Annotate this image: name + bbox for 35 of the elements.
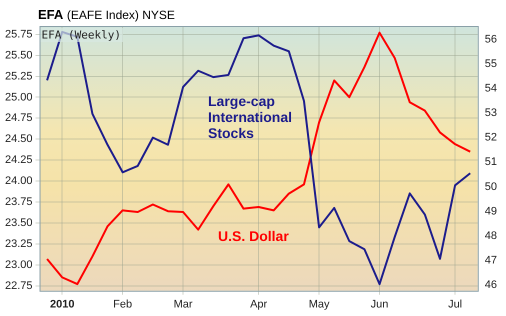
y-tick-label: 25.00 <box>4 91 33 104</box>
y2-tick-label: 51 <box>484 156 498 168</box>
y-tick-label: 25.50 <box>4 49 33 62</box>
x-tick-label: Apr <box>250 298 268 310</box>
chart-title: EFA (EAFE Index) NYSE <box>38 7 175 22</box>
x-tick-label: Feb <box>113 298 132 310</box>
y2-tick-label: 50 <box>484 180 498 193</box>
y-tick-label: 23.50 <box>4 216 33 229</box>
y-tick-label: 25.75 <box>4 28 33 40</box>
x-tick-label: 2010 <box>50 298 74 310</box>
y2-tick-label: 55 <box>484 58 498 70</box>
series-label: U.S. Dollar <box>218 228 290 244</box>
y2-tick-label: 49 <box>484 205 498 218</box>
y2-tick-label: 47 <box>484 254 498 267</box>
y-tick-label: 23.25 <box>4 238 33 250</box>
y-tick-label: 22.75 <box>4 280 33 292</box>
y-tick-label: 23.00 <box>4 258 33 271</box>
y-tick-label: 23.75 <box>4 196 33 208</box>
y2-tick-label: 56 <box>484 33 498 46</box>
x-tick-label: Jun <box>370 298 388 310</box>
y2-tick-label: 52 <box>484 132 498 144</box>
y-tick-label: 24.00 <box>4 175 33 188</box>
y2-tick-label: 48 <box>484 230 498 242</box>
series-label: Large-cap International Stocks <box>208 92 292 141</box>
y-tick-label: 24.75 <box>4 112 33 124</box>
y-tick-label: 24.50 <box>4 133 33 146</box>
x-tick-label: Mar <box>174 298 193 310</box>
y2-tick-label: 46 <box>484 279 498 292</box>
annotation: EFA (Weekly) <box>42 28 122 42</box>
y-tick-label: 25.25 <box>4 70 33 82</box>
y2-tick-label: 54 <box>484 82 498 94</box>
y2-tick-label: 53 <box>484 107 498 120</box>
x-tick-label: Jul <box>448 298 462 310</box>
y-tick-label: 24.25 <box>4 154 33 166</box>
x-tick-label: May <box>308 298 330 310</box>
